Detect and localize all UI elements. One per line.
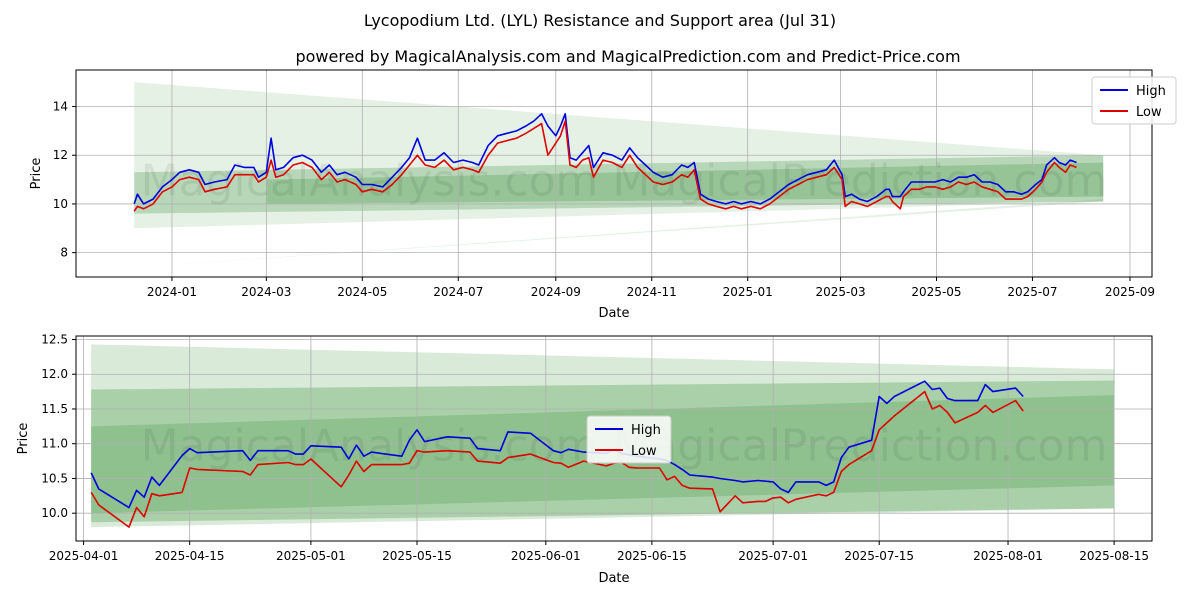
y-tick-label: 10.0 bbox=[41, 506, 68, 520]
x-tick-label: 2025-06-15 bbox=[617, 549, 687, 563]
x-tick-label: 2025-05-15 bbox=[382, 549, 452, 563]
x-tick-label: 2025-08-01 bbox=[973, 549, 1043, 563]
x-tick-label: 2025-07-01 bbox=[738, 549, 808, 563]
legend: High Low bbox=[1091, 76, 1177, 125]
x-tick-label: 2025-05 bbox=[911, 285, 961, 299]
x-axis-label: Date bbox=[598, 571, 629, 586]
legend-box bbox=[586, 415, 672, 464]
x-tick-label: 2025-09 bbox=[1105, 285, 1155, 299]
y-tick-label: 10 bbox=[53, 197, 68, 211]
legend-box bbox=[1091, 76, 1177, 125]
x-tick-label: 2025-01 bbox=[723, 285, 773, 299]
x-tick-label: 2024-11 bbox=[627, 285, 677, 299]
x-tick-label: 2025-03 bbox=[815, 285, 865, 299]
x-tick-label: 2025-05-01 bbox=[276, 549, 346, 563]
bottom-chart-panel: MagicalAnalysis.com MagicalPrediction.co… bbox=[16, 332, 1153, 586]
legend-label-low: Low bbox=[1136, 105, 1162, 120]
y-tick-label: 10.5 bbox=[41, 471, 68, 485]
y-tick-label: 12.0 bbox=[41, 367, 68, 381]
y-axis-label: Price bbox=[29, 158, 44, 190]
y-axis-label: Price bbox=[16, 423, 31, 455]
x-axis-label: Date bbox=[598, 306, 629, 321]
band-area bbox=[266, 162, 1104, 204]
x-tick-label: 2025-04-01 bbox=[49, 549, 119, 563]
series-line-high bbox=[133, 113, 1077, 205]
y-tick-label: 11.5 bbox=[41, 402, 68, 416]
y-tick-label: 8 bbox=[60, 246, 68, 260]
y-tick-label: 14 bbox=[53, 100, 68, 114]
plot-frame bbox=[75, 69, 1153, 278]
x-tick-label: 2025-07-15 bbox=[844, 549, 914, 563]
legend-label-high: High bbox=[1136, 84, 1166, 99]
x-tick-label: 2024-01 bbox=[147, 285, 197, 299]
grid-lines bbox=[76, 70, 1152, 277]
x-tick-label: 2024-05 bbox=[337, 285, 387, 299]
x-tick-label: 2025-07 bbox=[1007, 285, 1057, 299]
y-tick-label: 12.5 bbox=[41, 332, 68, 346]
x-tick-label: 2025-06-01 bbox=[511, 549, 581, 563]
chart-subtitle: powered by MagicalAnalysis.com and Magic… bbox=[295, 47, 960, 66]
x-tick-label: 2024-09 bbox=[531, 285, 581, 299]
band-area bbox=[134, 199, 1104, 268]
legend-label-low: Low bbox=[631, 444, 657, 459]
y-tick-label: 11.0 bbox=[41, 437, 68, 451]
top-chart-panel: MagicalAnalysis.com MagicalPrediction.co… bbox=[29, 69, 1177, 321]
y-tick-label: 12 bbox=[53, 148, 68, 162]
plot-frame bbox=[75, 335, 1153, 542]
chart-title: Lycopodium Ltd. (LYL) Resistance and Sup… bbox=[364, 11, 836, 30]
x-tick-label: 2024-07 bbox=[433, 285, 483, 299]
x-tick-label: 2024-03 bbox=[241, 285, 291, 299]
x-tick-label: 2025-08-15 bbox=[1079, 549, 1149, 563]
x-tick-label: 2025-04-15 bbox=[155, 549, 225, 563]
series-group bbox=[133, 113, 1077, 212]
series-line-low bbox=[133, 120, 1077, 212]
legend-label-high: High bbox=[631, 423, 661, 438]
legend: High Low bbox=[586, 415, 672, 464]
